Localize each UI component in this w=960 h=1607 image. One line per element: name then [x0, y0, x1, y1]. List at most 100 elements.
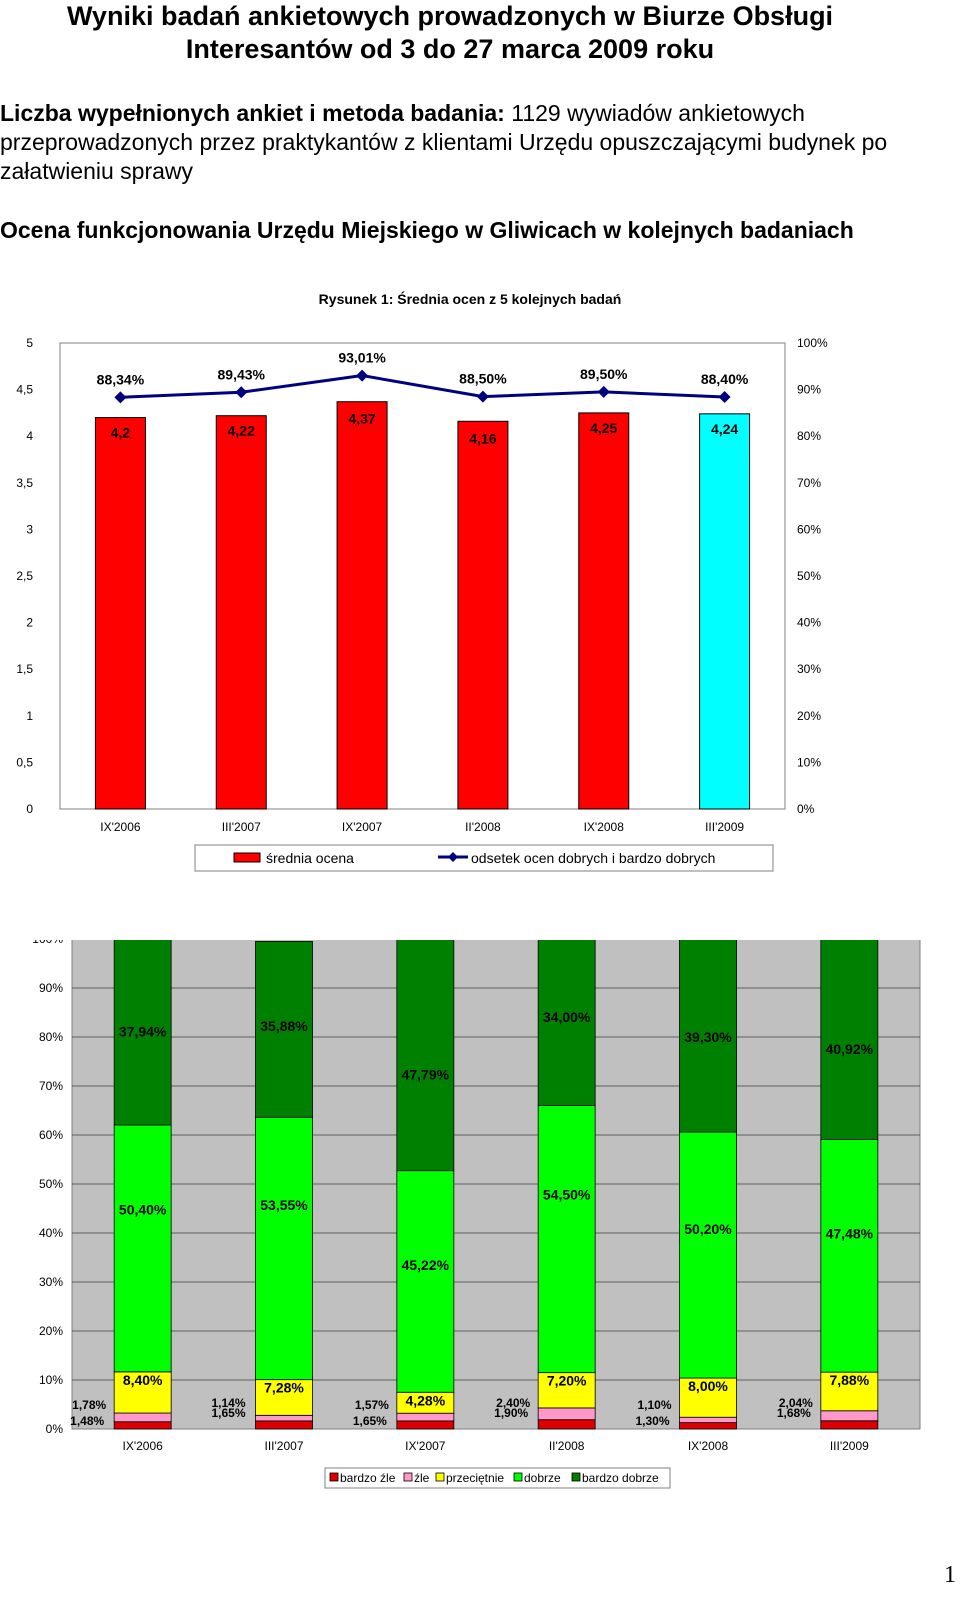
y-left-tick-label: 3,5 — [16, 476, 33, 490]
stack-segment — [820, 1410, 879, 1422]
legend-label-percentage: odsetek ocen dobrych i bardzo dobrych — [471, 850, 715, 866]
y-right-tick-label: 40% — [797, 616, 821, 630]
y-right-tick-label: 70% — [797, 476, 821, 490]
survey-info: Liczba wypełnionych ankiet i metoda bada… — [0, 99, 955, 186]
y-left-tick-label: 0,5 — [16, 755, 33, 769]
x-tick-label: III'2007 — [222, 820, 261, 834]
percentage-label: 93,01% — [338, 350, 386, 366]
y-tick-label: 80% — [39, 1030, 63, 1044]
y-right-tick-label: 10% — [797, 755, 821, 769]
stack-segment — [396, 940, 455, 1172]
y-left-tick-label: 2,5 — [16, 569, 33, 583]
section-heading: Ocena funkcjonowania Urzędu Miejskiego w… — [0, 217, 854, 243]
stack-segment — [255, 1379, 313, 1416]
good-value-label: 50,40% — [119, 1201, 167, 1217]
good-value-label: 53,55% — [260, 1197, 308, 1213]
average-bar — [578, 412, 630, 810]
x-tick-label: III'2007 — [265, 1439, 304, 1453]
x-tick-label: IX'2008 — [584, 820, 625, 834]
bad-label: 1,10% — [637, 1398, 671, 1412]
x-tick-label: III'2009 — [705, 820, 744, 834]
very-good-label: 47,79% — [402, 1066, 450, 1082]
stack-segment — [396, 1412, 455, 1422]
percentage-point — [114, 391, 127, 404]
very-good-label: 37,94% — [119, 1024, 167, 1040]
good-value-label: 45,22% — [402, 1257, 450, 1273]
y-right-tick-label: 0% — [797, 802, 815, 816]
percentage-point — [718, 391, 731, 404]
chart2-legend: bardzo źle źle przeciętnie dobrze bardzo dob… — [324, 1467, 671, 1489]
y-tick-label: 30% — [39, 1275, 63, 1289]
y-right-tick-label: 50% — [797, 569, 821, 583]
average-label: 7,88% — [829, 1372, 869, 1388]
y-tick-label: 40% — [39, 1226, 63, 1240]
stack-segment — [537, 940, 596, 1107]
page-title: Wyniki badań ankietowych prowadzonych w … — [0, 0, 900, 66]
stack-segment — [255, 941, 313, 1118]
stack-segment — [820, 1420, 879, 1430]
average-bar-label: 4,24 — [711, 421, 738, 437]
average-label: 8,00% — [688, 1378, 728, 1394]
y-right-tick-label: 20% — [797, 709, 821, 723]
legend-label: dobrze — [524, 1471, 561, 1485]
average-rating-chart: Rysunek 1: Średnia ocen z 5 kolejnych ba… — [16, 290, 828, 872]
chart2-plot-area — [71, 940, 921, 1430]
stack-segment — [820, 940, 879, 1140]
bad-label: 1,57% — [355, 1398, 389, 1412]
stack-segment — [537, 1105, 596, 1374]
average-bar-label: 4,25 — [590, 420, 617, 436]
legend-label-average: średnia ocena — [266, 850, 354, 866]
x-tick-label: III'2009 — [830, 1439, 869, 1453]
average-label: 7,20% — [547, 1373, 587, 1389]
survey-info-text: 1129 wywiadów ankietowych przeprowadzony… — [0, 100, 888, 184]
stack-segment — [396, 1170, 455, 1393]
y-left-tick-label: 1 — [26, 709, 33, 723]
x-tick-label: IX'2008 — [688, 1439, 729, 1453]
stack-segment — [679, 1377, 737, 1418]
y-tick-label: 100% — [32, 940, 63, 946]
stack-segment — [255, 1116, 313, 1381]
stack-segment — [679, 1422, 737, 1430]
y-tick-label: 50% — [39, 1177, 63, 1191]
y-right-tick-label: 30% — [797, 662, 821, 676]
average-label: 4,28% — [405, 1392, 445, 1408]
very-bad-label: 1,48% — [70, 1414, 104, 1428]
legend-label: przeciętnie — [446, 1471, 504, 1485]
very-bad-label: 1,65% — [211, 1406, 245, 1420]
percentage-point — [597, 385, 610, 398]
percentage-point — [356, 369, 369, 382]
chart1-plot-area — [59, 342, 786, 810]
average-bar-label: 4,16 — [469, 430, 496, 446]
legend-label: bardzo źle — [340, 1471, 396, 1485]
percentage-point — [235, 386, 248, 399]
average-label: 8,40% — [123, 1372, 163, 1388]
chart1-title: Rysunek 1: Średnia ocen z 5 kolejnych ba… — [319, 290, 622, 307]
good-value-label: 50,20% — [684, 1221, 732, 1237]
very-bad-label: 1,65% — [353, 1414, 387, 1428]
chart1-legend — [194, 844, 774, 872]
y-tick-label: 0% — [46, 1422, 64, 1436]
average-bar-label: 4,37 — [348, 411, 375, 427]
good-value-label: 47,48% — [826, 1225, 874, 1241]
average-bar — [94, 417, 146, 810]
x-tick-label: IX'2006 — [123, 1439, 164, 1453]
y-tick-label: 60% — [39, 1128, 63, 1142]
average-bar — [336, 401, 388, 810]
y-left-tick-label: 4 — [26, 429, 33, 443]
bad-label: 2,04% — [779, 1396, 813, 1410]
stack-segment — [255, 1420, 313, 1430]
very-bad-label: 1,90% — [494, 1406, 528, 1420]
very-good-label: 35,88% — [260, 1018, 308, 1034]
y-left-tick-label: 4,5 — [16, 383, 33, 397]
legend-swatch — [571, 1472, 581, 1482]
percentage-label: 88,40% — [701, 371, 749, 387]
percentage-label: 89,43% — [218, 366, 266, 382]
x-tick-label: IX'2006 — [100, 820, 141, 834]
very-bad-label: 1,30% — [635, 1414, 669, 1428]
stack-segment — [396, 1420, 455, 1430]
average-bar — [699, 413, 751, 810]
percentage-label: 88,34% — [97, 371, 145, 387]
y-tick-label: 70% — [39, 1079, 63, 1093]
percentage-label: 89,50% — [580, 366, 628, 382]
legend-swatch-average — [233, 852, 261, 863]
